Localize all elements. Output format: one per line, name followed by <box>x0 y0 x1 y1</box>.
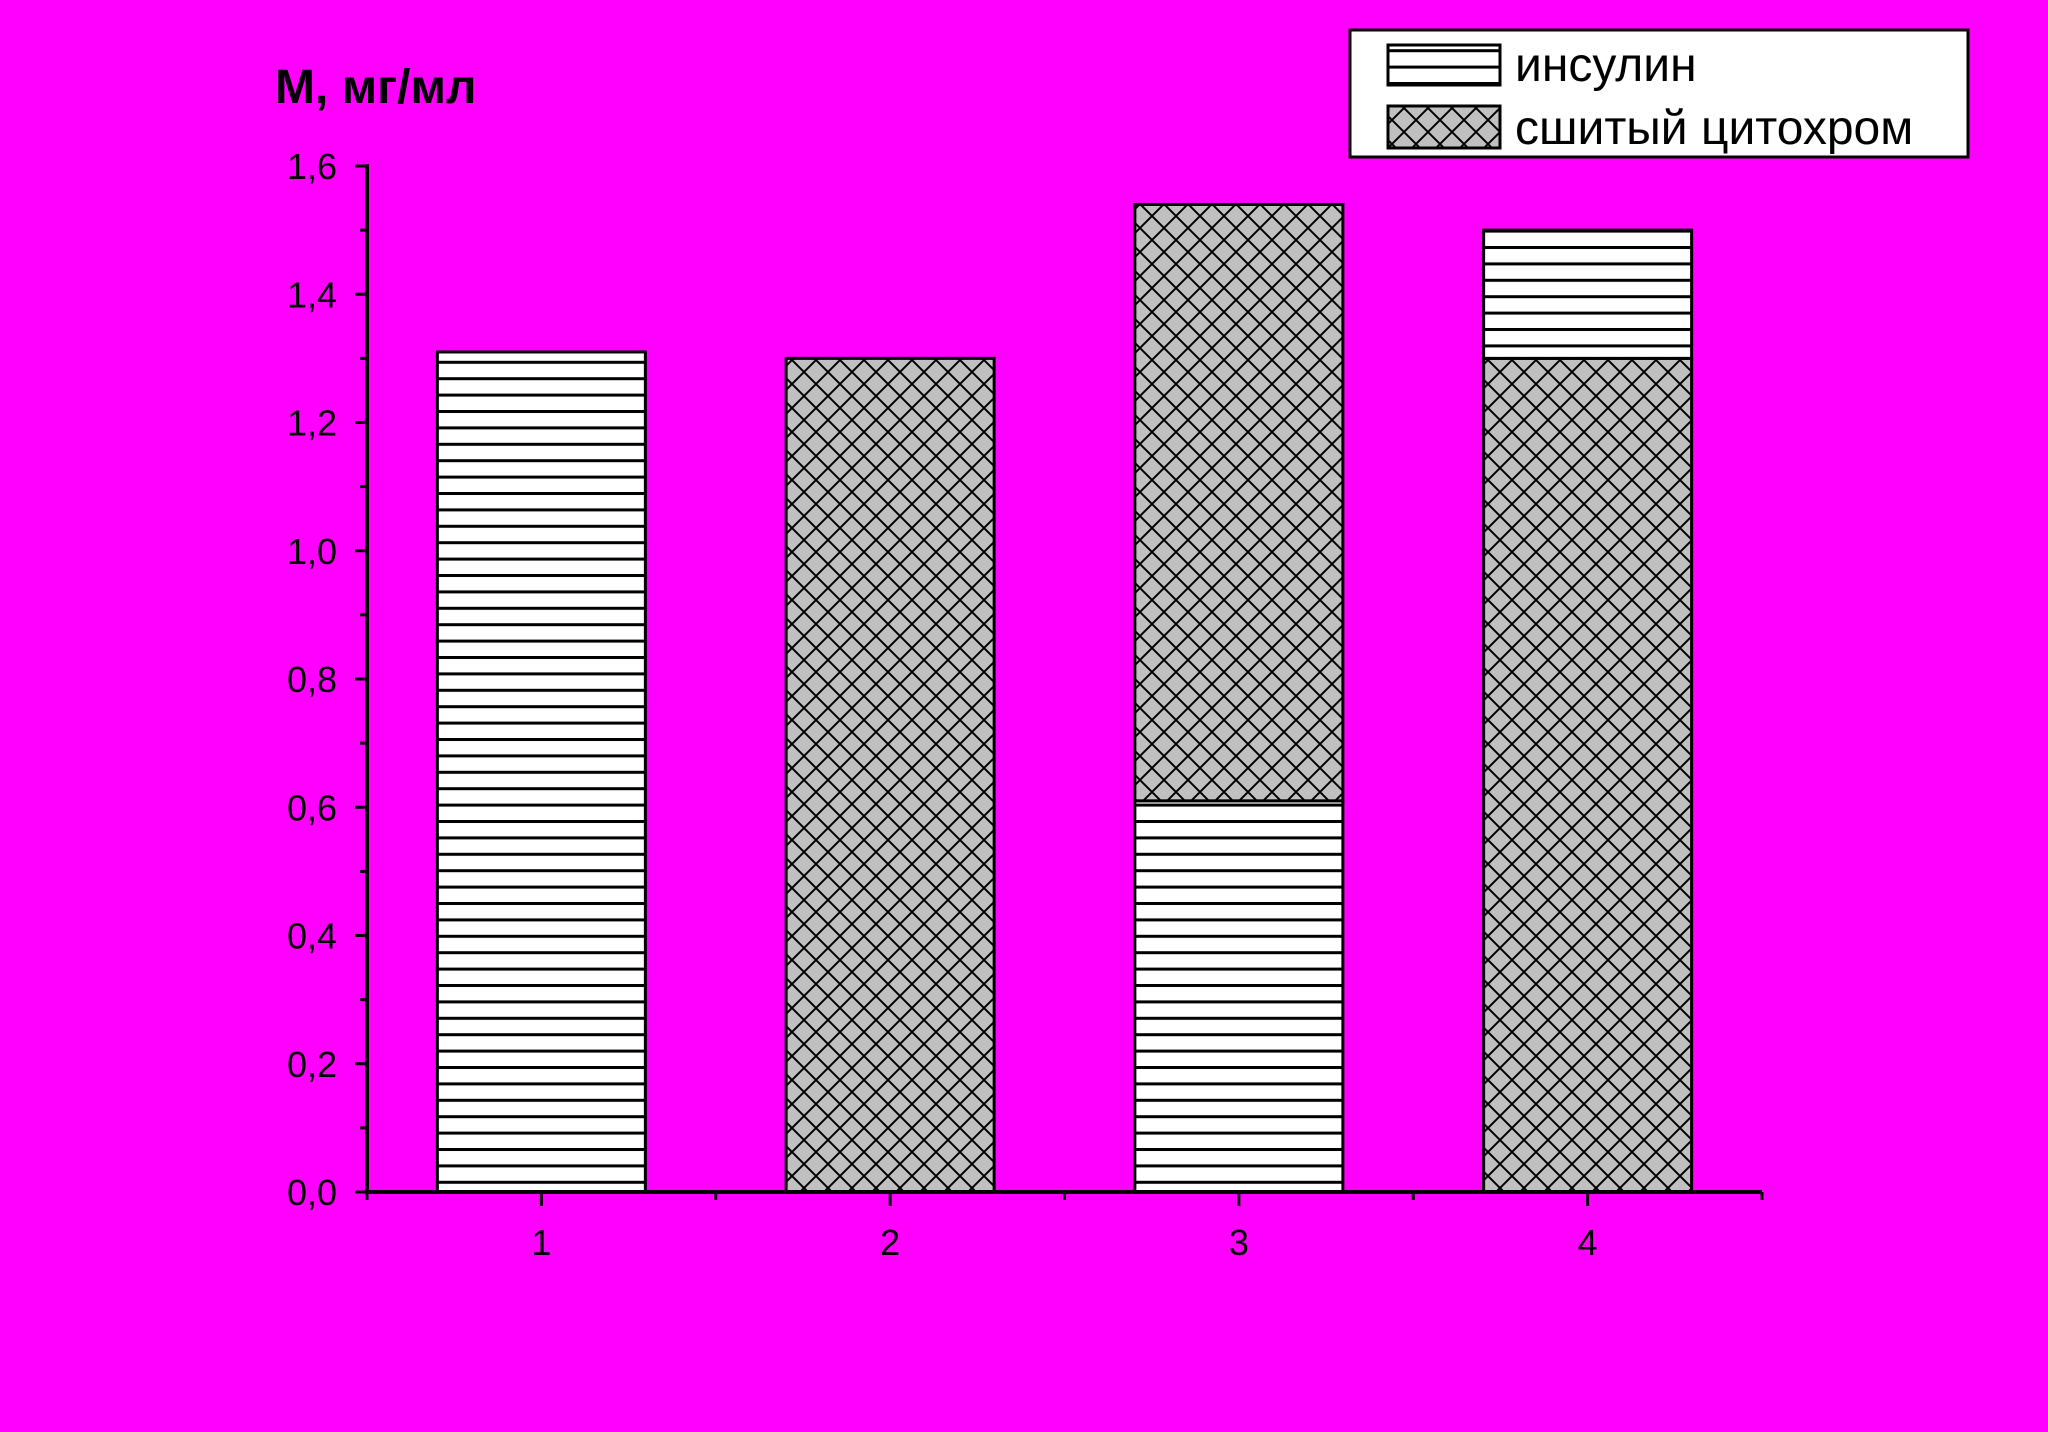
y-tick-label: 0,8 <box>287 659 337 700</box>
y-tick-label: 1,6 <box>287 146 337 187</box>
legend: инсулин сшитый цитохром <box>1348 28 1970 159</box>
y-tick-label: 0,0 <box>287 1172 337 1213</box>
y-tick-label: 1,2 <box>287 403 337 444</box>
bar-3-segment-2 <box>1133 202 1345 803</box>
y-tick-label: 0,4 <box>287 916 337 957</box>
bars-group <box>435 202 1694 1194</box>
y-tick-label: 0,6 <box>287 787 337 828</box>
bar-1-segment-1 <box>435 350 647 1194</box>
legend-swatch-insulin <box>1386 43 1502 87</box>
x-tick-label: 3 <box>1229 1222 1249 1263</box>
axes-group: 0,0 0,2 0,4 0,6 0,8 1,0 1,2 1,4 1,6 1 2 3 4 <box>287 146 1764 1263</box>
bar-4-segment-2 <box>1482 228 1694 360</box>
x-tick-label: 1 <box>531 1222 551 1263</box>
y-axis-title: М, мг/мл <box>275 61 477 114</box>
legend-label-cytochrome: сшитый цитохром <box>1515 102 1913 155</box>
bar-2-segment-1 <box>784 356 996 1194</box>
x-tick-label: 2 <box>880 1222 900 1263</box>
legend-label-insulin: инсулин <box>1515 39 1697 92</box>
y-tick-label: 1,4 <box>287 274 337 315</box>
bar-4-segment-1 <box>1482 356 1694 1194</box>
x-tick-label: 4 <box>1578 1222 1598 1263</box>
y-tick-label: 0,2 <box>287 1044 337 1085</box>
legend-swatch-cytochrome <box>1386 104 1502 150</box>
y-tick-label: 1,0 <box>287 531 337 572</box>
bar-3-segment-1 <box>1133 799 1345 1194</box>
